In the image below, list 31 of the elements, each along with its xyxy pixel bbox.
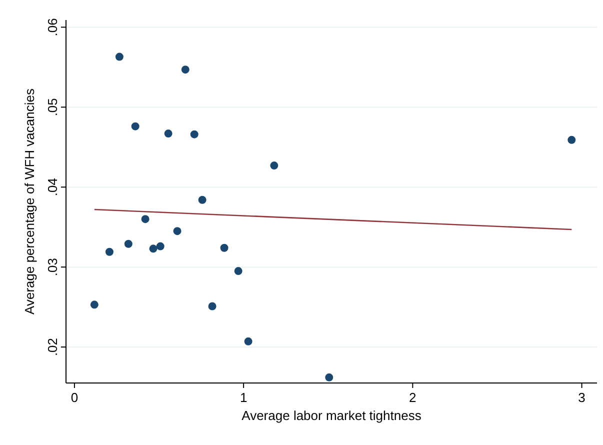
point — [198, 196, 206, 204]
point — [149, 244, 158, 253]
x-tick-label: 2 — [409, 390, 416, 405]
x-tick-label: 3 — [578, 390, 586, 405]
point — [131, 122, 140, 130]
point — [90, 300, 98, 309]
x-tick-label: 1 — [240, 390, 248, 405]
point — [141, 215, 150, 224]
point — [234, 267, 242, 276]
point — [105, 248, 114, 256]
y-axis-title: Average percentage of WFH vacancies — [22, 88, 37, 314]
y-tick-label: .02 — [45, 338, 60, 356]
point — [181, 66, 190, 74]
point — [115, 52, 124, 61]
point — [325, 373, 334, 382]
point — [124, 240, 132, 248]
point — [156, 242, 164, 250]
y-tick-label: .04 — [45, 178, 60, 196]
y-tick-label: .05 — [45, 98, 60, 116]
x-tick-label: 0 — [70, 390, 78, 405]
point — [568, 136, 576, 144]
y-tick-label: .03 — [45, 258, 60, 276]
point — [270, 162, 278, 170]
point — [173, 227, 182, 236]
point — [220, 244, 228, 252]
y-tick-label: .06 — [45, 18, 60, 36]
point — [208, 302, 216, 310]
x-axis-title: Average labor market tightness — [242, 408, 422, 423]
point — [244, 337, 252, 346]
point — [164, 130, 172, 138]
point — [190, 130, 198, 138]
